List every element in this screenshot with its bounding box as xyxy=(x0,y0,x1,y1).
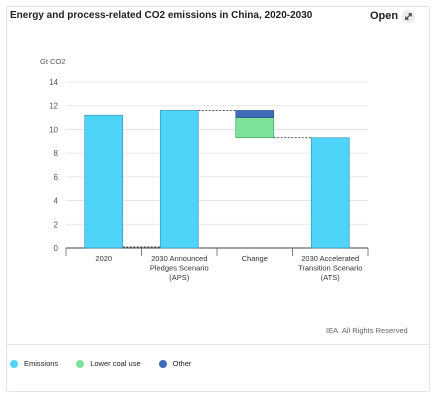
bar-emissions xyxy=(159,110,199,249)
legend-swatch-lower-coal-use xyxy=(76,359,85,368)
legend-item-emissions[interactable]: Emissions xyxy=(10,359,58,368)
y-tick-label: 0 xyxy=(54,244,59,253)
legend-label-other: Other xyxy=(172,359,192,368)
legend-swatch-emissions xyxy=(10,359,18,368)
chart-card xyxy=(6,6,430,392)
y-tick-label: 2 xyxy=(54,220,59,229)
y-tick-label: 10 xyxy=(49,125,58,134)
legend-divider xyxy=(6,344,430,345)
y-tick-label: 12 xyxy=(49,102,58,111)
y-tick-label: 6 xyxy=(54,173,59,182)
x-category-label: Transition Scenario xyxy=(298,264,362,273)
y-tick-label: 4 xyxy=(54,197,59,206)
x-category-label: (APS) xyxy=(169,273,190,282)
x-category-label: (ATS) xyxy=(321,273,341,282)
x-category-label: 2030 Announced xyxy=(151,254,207,263)
open-button[interactable]: Open xyxy=(370,8,416,24)
x-category-label: 2020 xyxy=(95,254,112,263)
legend-item-other[interactable]: Other xyxy=(158,359,192,368)
bar-emissions xyxy=(84,114,124,249)
y-tick-label: 8 xyxy=(54,149,59,158)
legend-swatch-other xyxy=(158,359,167,368)
x-category-label: Change xyxy=(242,254,268,263)
x-category-label: Pledges Scenario xyxy=(150,264,209,273)
y-tick-label: 14 xyxy=(49,78,58,87)
chart-legend: Emissions Lower coal use Other xyxy=(10,359,191,368)
credit-text: IEA. All Rights Reserved xyxy=(326,326,408,335)
open-label: Open xyxy=(370,10,399,22)
waterfall-chart: Gt CO2 0 2 4 6 8 10 12 14 2020 2030 AnnouncedPledg… xyxy=(40,57,369,282)
x-category-label: 2030 Accelerated xyxy=(301,254,359,263)
y-axis-unit-label: Gt CO2 xyxy=(40,57,65,66)
bar-emissions xyxy=(310,137,350,249)
legend-label-emissions: Emissions xyxy=(24,359,59,368)
bar-other xyxy=(235,110,275,118)
expand-icon xyxy=(402,9,416,23)
chart-title: Energy and process-related CO2 emissions… xyxy=(10,10,313,21)
legend-item-lower-coal-use[interactable]: Lower coal use xyxy=(76,359,141,368)
bar-lower-coal-use xyxy=(235,117,275,139)
legend-label-lower-coal-use: Lower coal use xyxy=(90,359,141,368)
